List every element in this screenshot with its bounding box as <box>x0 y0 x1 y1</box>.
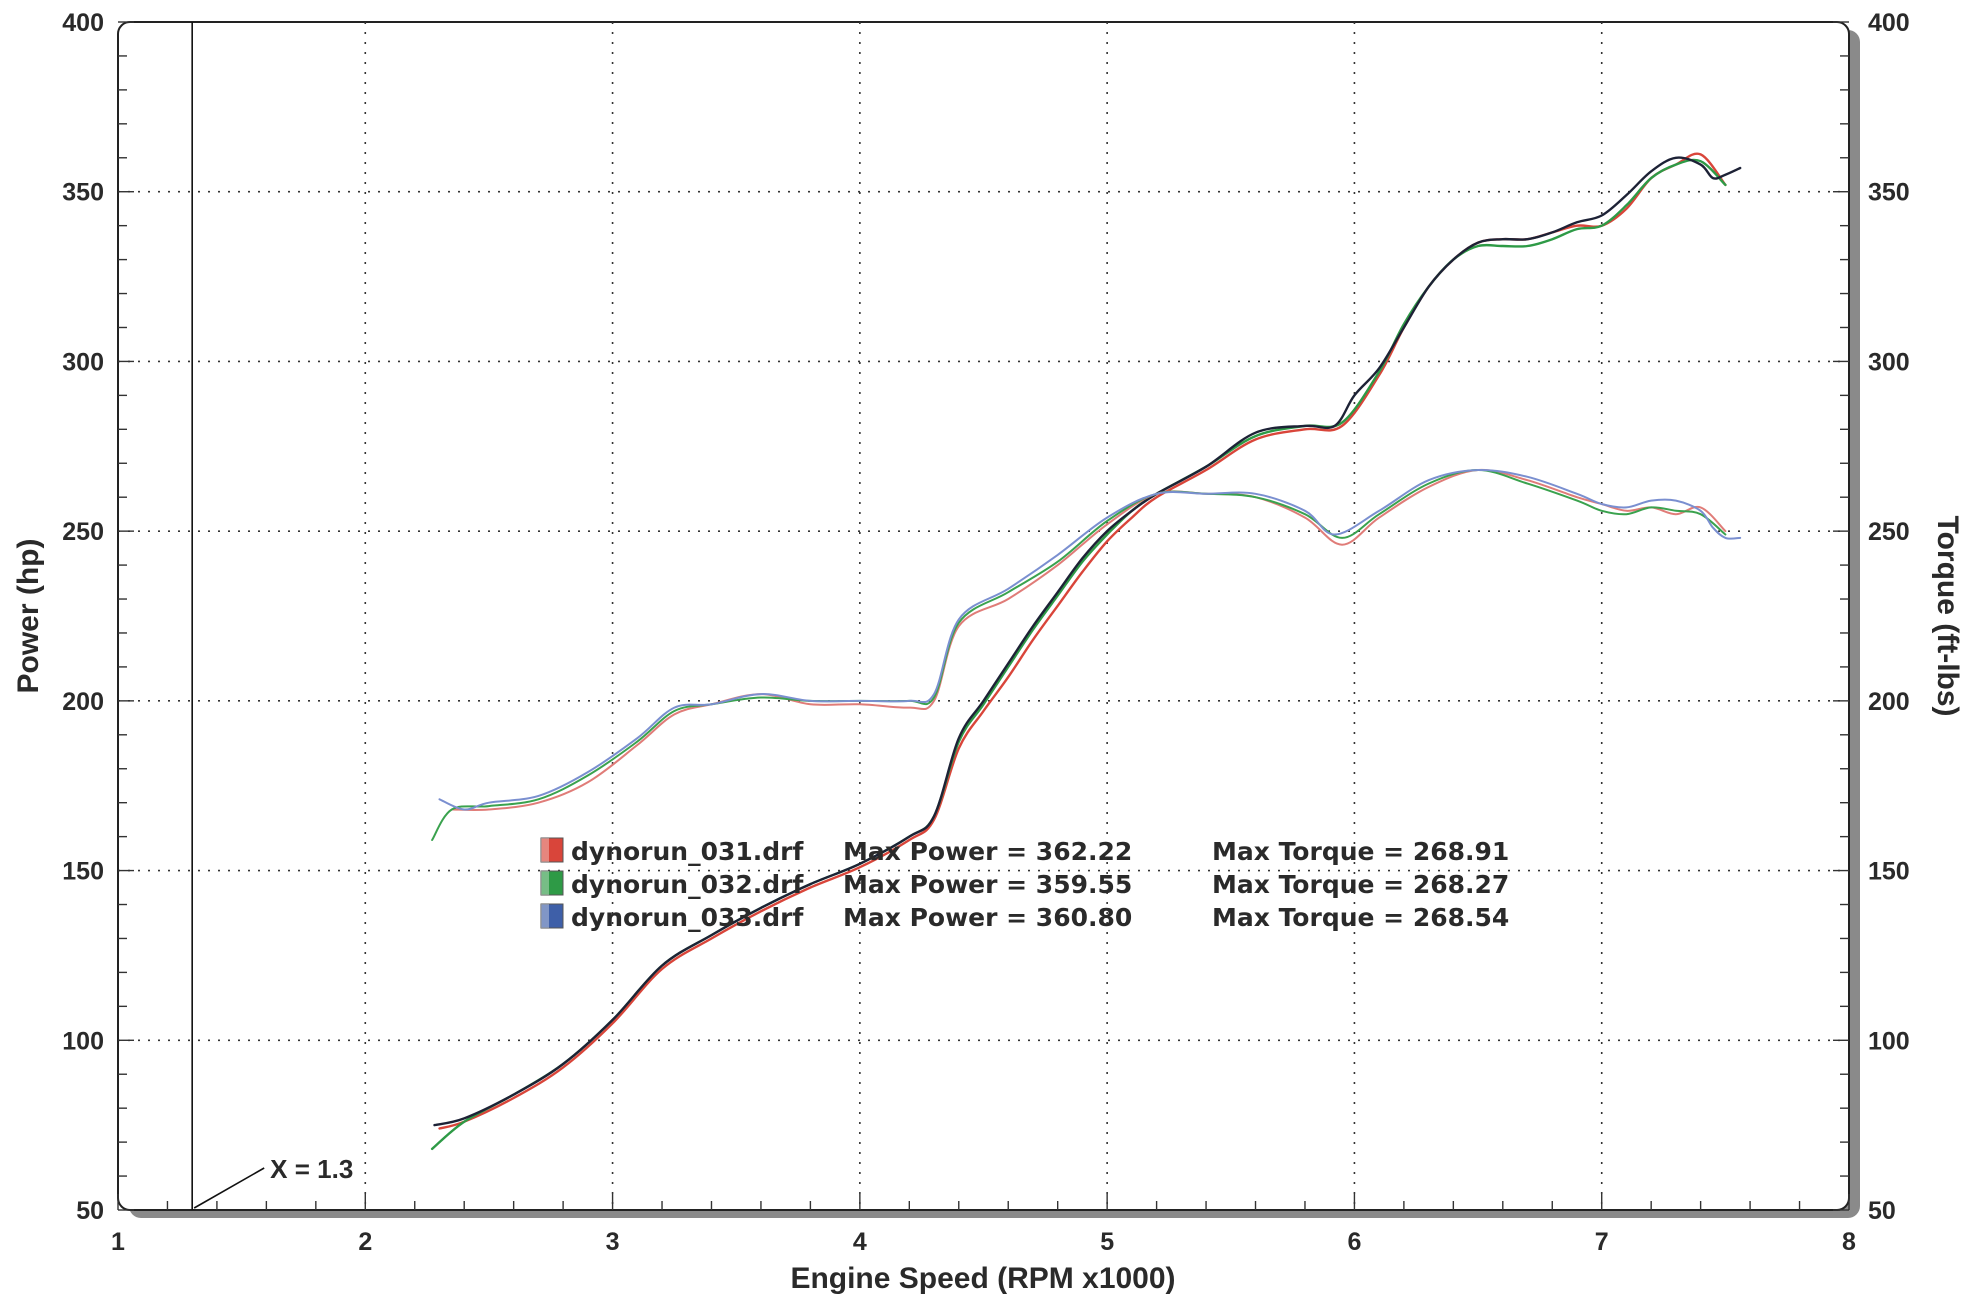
legend-max-power: Max Power = 360.80 <box>843 903 1132 932</box>
series-lines <box>430 152 1742 1151</box>
legend-item-3: dynorun_033.drf Max Power = 360.80 Max Tor… <box>540 903 1509 932</box>
y-right-tick-label: 200 <box>1868 688 1910 716</box>
y-left-axis-title: Power (hp) <box>12 539 45 694</box>
x-tick-label: 2 <box>358 1228 372 1256</box>
series-line-power-3 <box>433 156 1742 1127</box>
x-tick-label: 1 <box>111 1228 125 1256</box>
y-right-axis-title: Torque (ft-lbs) <box>1931 515 1964 716</box>
plot-frame <box>117 21 1850 1211</box>
x-axis-title: Engine Speed (RPM x1000) <box>790 1262 1175 1295</box>
y-left-tick-label: 350 <box>62 179 104 207</box>
x-tick-label: 6 <box>1347 1228 1361 1256</box>
y-left-tick-label: 50 <box>76 1197 104 1225</box>
y-left-tick-label: 200 <box>62 688 104 716</box>
y-left-tick-label: 150 <box>62 858 104 886</box>
x-tick-label: 5 <box>1100 1228 1114 1256</box>
series-line-torque-6 <box>438 468 1742 811</box>
y-right-tick-label: 300 <box>1868 348 1910 376</box>
y-right-tick-label: 100 <box>1868 1027 1910 1055</box>
legend-max-power: Max Power = 362.22 <box>843 837 1132 866</box>
y-right-tick-labels: 50 100 150 200 250 300 350 400 <box>1868 9 1910 1225</box>
x-marker-leader <box>193 1167 265 1209</box>
legend: dynorun_031.drf Max Power = 362.22 Max Tor… <box>540 837 1509 932</box>
y-right-tick-label: 50 <box>1868 1197 1896 1225</box>
legend-max-torque: Max Torque = 268.27 <box>1212 870 1509 899</box>
y-left-tick-label: 400 <box>62 9 104 37</box>
legend-max-power: Max Power = 359.55 <box>843 870 1132 899</box>
x-tick-label: 8 <box>1842 1228 1856 1256</box>
legend-item-2: dynorun_032.drf Max Power = 359.55 Max Tor… <box>540 870 1509 899</box>
legend-swatch <box>540 870 564 896</box>
y-left-tick-label: 300 <box>62 348 104 376</box>
legend-swatch-highlight <box>541 871 549 895</box>
legend-max-torque: Max Torque = 268.54 <box>1212 903 1509 932</box>
axis-ticks <box>117 21 1850 1211</box>
x-tick-label: 7 <box>1595 1228 1609 1256</box>
legend-item-1: dynorun_031.drf Max Power = 362.22 Max Tor… <box>540 837 1509 866</box>
legend-file: dynorun_031.drf <box>571 837 804 866</box>
grid-lines <box>118 22 1849 1210</box>
y-left-tick-label: 100 <box>62 1027 104 1055</box>
y-right-tick-label: 150 <box>1868 858 1910 886</box>
x-tick-labels: 1 2 3 4 5 6 7 8 <box>111 1228 1856 1256</box>
series-line-torque-5 <box>431 469 1727 841</box>
x-marker-label: X = 1.3 <box>270 1154 353 1184</box>
y-left-tick-labels: 50 100 150 200 250 300 350 400 <box>62 9 104 1225</box>
x-tick-label: 3 <box>606 1228 620 1256</box>
y-right-tick-label: 400 <box>1868 9 1910 37</box>
legend-file: dynorun_032.drf <box>571 870 804 899</box>
x-tick-label: 4 <box>853 1228 867 1256</box>
y-right-tick-label: 350 <box>1868 179 1910 207</box>
x-marker-annotation: X = 1.3 <box>191 22 353 1210</box>
legend-swatch <box>540 837 564 863</box>
y-right-tick-label: 250 <box>1868 518 1910 546</box>
legend-swatch-highlight <box>541 838 549 862</box>
legend-swatch-highlight <box>541 904 549 928</box>
legend-max-torque: Max Torque = 268.91 <box>1212 837 1509 866</box>
legend-swatch <box>540 903 564 929</box>
y-left-tick-label: 250 <box>62 518 104 546</box>
legend-file: dynorun_033.drf <box>571 903 804 932</box>
